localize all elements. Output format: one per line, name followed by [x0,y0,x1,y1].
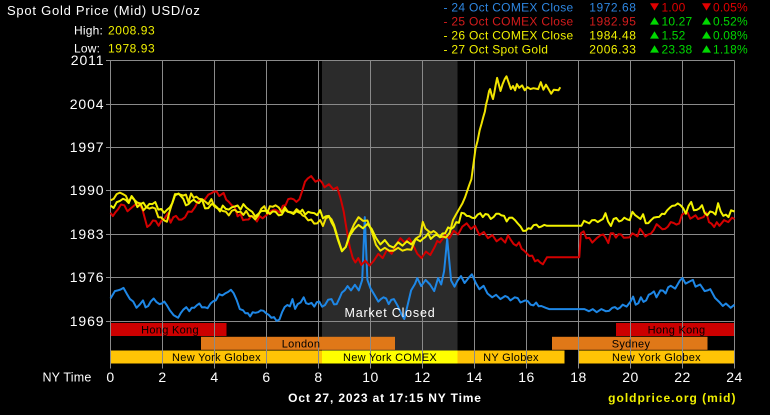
svg-text:22: 22 [674,369,691,385]
svg-text:Sydney: Sydney [612,339,651,351]
svg-text:New York COMEX: New York COMEX [343,352,437,364]
svg-text:Spot Gold Price (Mid) USD/oz: Spot Gold Price (Mid) USD/oz [7,3,201,18]
svg-text:Oct 27, 2023 at 17:15 NY Time: Oct 27, 2023 at 17:15 NY Time [288,391,482,405]
svg-text:2008.93: 2008.93 [108,24,155,38]
svg-text:12: 12 [414,369,431,385]
svg-text:8: 8 [314,369,322,385]
svg-text:New York Globex: New York Globex [612,352,701,364]
svg-text:1978.93: 1978.93 [108,42,155,56]
svg-text:0.05%: 0.05% [713,1,748,15]
svg-text:Market Closed: Market Closed [345,306,436,320]
svg-text:0.52%: 0.52% [713,15,748,29]
svg-text:1.18%: 1.18% [713,43,748,57]
svg-text:Low:: Low: [74,42,100,56]
svg-text:Hong Kong: Hong Kong [141,325,199,337]
svg-text:1972.68: 1972.68 [589,1,636,15]
svg-text:23.38: 23.38 [662,43,693,57]
svg-text:- 26 Oct COMEX Close: - 26 Oct COMEX Close [444,29,574,43]
svg-text:1982.95: 1982.95 [589,15,636,29]
svg-text:4: 4 [210,369,218,385]
svg-text:High:: High: [74,24,103,38]
svg-text:1990: 1990 [70,182,105,198]
svg-text:London: London [282,339,321,351]
svg-text:1983: 1983 [70,226,105,242]
svg-text:Hong Kong: Hong Kong [648,325,706,337]
svg-text:- 25 Oct COMEX Close: - 25 Oct COMEX Close [444,15,574,29]
svg-text:20: 20 [622,369,639,385]
svg-text:2006.33: 2006.33 [589,43,636,57]
svg-text:6: 6 [262,369,270,385]
svg-text:16: 16 [518,369,535,385]
svg-text:- 24 Oct COMEX Close: - 24 Oct COMEX Close [444,1,574,15]
svg-text:2: 2 [158,369,166,385]
svg-text:1984.48: 1984.48 [589,29,636,43]
svg-text:1969: 1969 [70,313,105,329]
svg-text:10.27: 10.27 [662,15,693,29]
svg-text:- 27 Oct Spot Gold: - 27 Oct Spot Gold [444,43,549,57]
svg-text:New York Globex: New York Globex [172,352,261,364]
svg-text:NY Globex: NY Globex [483,352,539,364]
svg-text:0: 0 [106,369,114,385]
svg-text:24: 24 [726,369,743,385]
svg-text:2011: 2011 [71,52,105,68]
svg-text:1.52: 1.52 [662,29,686,43]
svg-text:18: 18 [570,369,587,385]
svg-text:0.08%: 0.08% [713,29,748,43]
svg-text:1.00: 1.00 [662,1,686,15]
svg-text:10: 10 [362,369,379,385]
svg-text:2004: 2004 [70,96,105,112]
svg-text:1976: 1976 [70,269,105,285]
svg-text:14: 14 [466,369,483,385]
svg-text:NY Time: NY Time [42,371,91,385]
svg-text:1997: 1997 [70,139,105,155]
svg-text:goldprice.org (mid): goldprice.org (mid) [608,391,736,405]
